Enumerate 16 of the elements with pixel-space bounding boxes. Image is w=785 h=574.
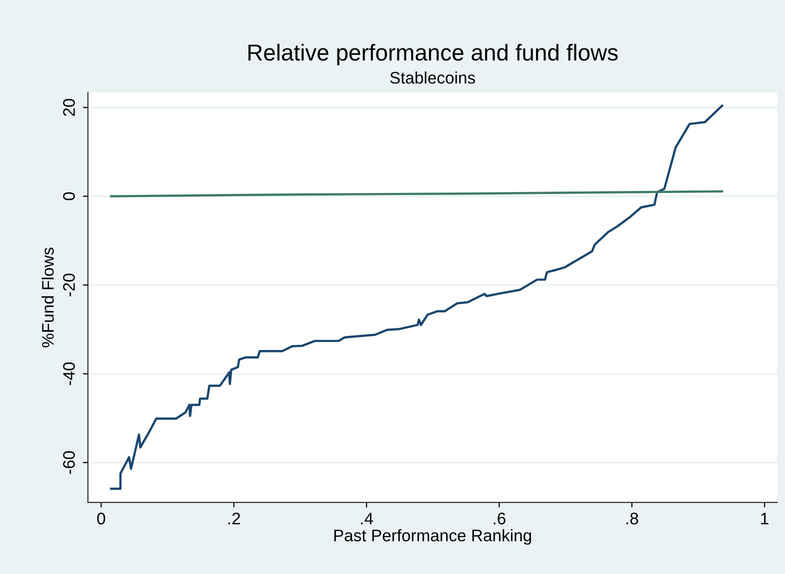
x-tick-label: .6 bbox=[494, 512, 506, 524]
y-tick-label: -60 bbox=[63, 451, 75, 474]
x-tick-label: 0 bbox=[97, 512, 106, 524]
line-series bbox=[110, 104, 724, 490]
x-tick-label: .4 bbox=[361, 512, 373, 524]
x-tick-label: .2 bbox=[228, 512, 240, 524]
y-axis-title: %Fund Flows bbox=[42, 248, 54, 348]
y-tick-label: -20 bbox=[63, 274, 75, 296]
x-tick-label: 1 bbox=[761, 512, 768, 524]
y-tick-label: 0 bbox=[63, 192, 75, 200]
x-axis-title: Past Performance Ranking bbox=[334, 529, 532, 545]
chart-title: Relative performance and fund flows bbox=[248, 44, 618, 66]
y-tick-label: -40 bbox=[63, 362, 75, 386]
chart-subtitle: Stablecoins bbox=[390, 71, 476, 84]
y-tick-label: 20 bbox=[63, 98, 75, 116]
x-tick-label: .8 bbox=[626, 512, 638, 524]
